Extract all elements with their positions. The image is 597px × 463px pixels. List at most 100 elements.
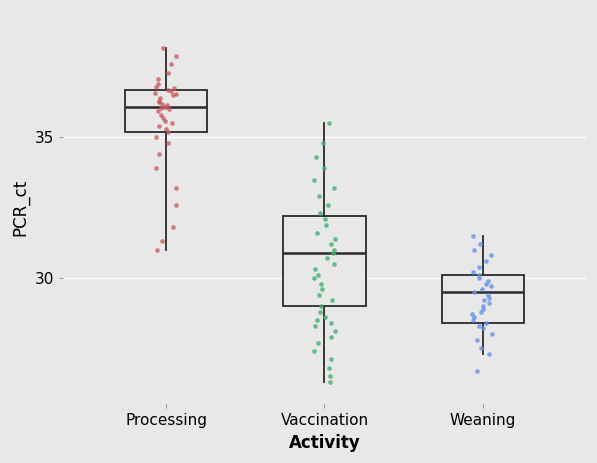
Point [473, 336, 482, 344]
Point [317, 286, 327, 293]
Point [478, 286, 487, 293]
Point [168, 120, 177, 127]
Point [160, 103, 170, 110]
Point [313, 271, 322, 279]
Point [483, 291, 493, 299]
Point [476, 344, 486, 352]
Point [162, 125, 171, 133]
Point [170, 85, 179, 92]
Point [152, 83, 161, 91]
Point [470, 246, 479, 254]
Point [164, 86, 173, 94]
Point [327, 356, 336, 363]
Point [481, 257, 490, 265]
Point [156, 104, 166, 112]
Point [309, 347, 318, 355]
Point [475, 240, 485, 248]
Point [164, 69, 173, 76]
Point [168, 224, 178, 231]
Point [329, 184, 338, 192]
Point [324, 120, 333, 127]
Point [155, 94, 164, 102]
Point [472, 367, 482, 374]
Point [474, 271, 484, 279]
Point [316, 302, 326, 310]
Point [168, 92, 178, 99]
Point [152, 246, 162, 254]
Point [156, 111, 166, 119]
Point [164, 128, 173, 136]
Point [487, 282, 496, 290]
Point [483, 277, 493, 284]
Point [328, 249, 338, 257]
Point [320, 215, 330, 223]
Point [318, 139, 328, 147]
Point [310, 322, 320, 329]
Point [319, 165, 329, 172]
Point [326, 240, 336, 248]
Point [467, 316, 477, 324]
Point [330, 246, 339, 254]
Point [474, 322, 484, 329]
Point [153, 81, 163, 88]
Point [316, 280, 325, 287]
Point [469, 232, 478, 239]
Point [153, 107, 163, 114]
Point [324, 201, 333, 209]
Point [164, 106, 173, 113]
Point [151, 134, 161, 141]
Point [309, 176, 319, 183]
Point [313, 229, 322, 237]
Point [152, 165, 161, 172]
Point [315, 308, 324, 315]
Point [157, 238, 167, 245]
Point [171, 201, 181, 209]
Point [167, 61, 176, 68]
Point [154, 97, 164, 105]
Point [470, 288, 479, 296]
Point [469, 313, 479, 321]
Point [484, 350, 493, 357]
Point [310, 274, 319, 282]
Point [162, 101, 171, 109]
Point [330, 235, 340, 242]
Point [315, 291, 324, 299]
Point [478, 302, 488, 310]
Point [486, 252, 496, 259]
Point [481, 319, 491, 326]
PathPatch shape [284, 216, 366, 306]
Point [158, 114, 168, 122]
Point [467, 311, 477, 318]
Point [484, 294, 494, 301]
Point [479, 305, 488, 313]
Point [310, 266, 320, 273]
Point [166, 88, 176, 95]
Point [326, 378, 336, 386]
Point [316, 210, 325, 217]
Point [171, 184, 181, 192]
Point [476, 308, 486, 315]
Point [154, 99, 164, 106]
Point [322, 255, 331, 262]
Point [311, 153, 321, 161]
Point [479, 297, 489, 304]
Point [331, 328, 340, 335]
Point [469, 269, 478, 276]
Point [164, 139, 173, 147]
Point [171, 52, 181, 60]
Point [154, 150, 164, 158]
PathPatch shape [442, 275, 524, 323]
Y-axis label: PCR_ct: PCR_ct [11, 179, 29, 236]
Point [153, 75, 163, 82]
Point [487, 331, 497, 338]
Point [481, 280, 491, 287]
Point [172, 90, 181, 98]
Point [150, 89, 160, 96]
Point [321, 313, 330, 321]
Point [312, 316, 321, 324]
X-axis label: Activity: Activity [288, 434, 361, 452]
Point [478, 325, 488, 332]
Point [327, 297, 337, 304]
PathPatch shape [125, 90, 207, 132]
Point [484, 300, 494, 307]
